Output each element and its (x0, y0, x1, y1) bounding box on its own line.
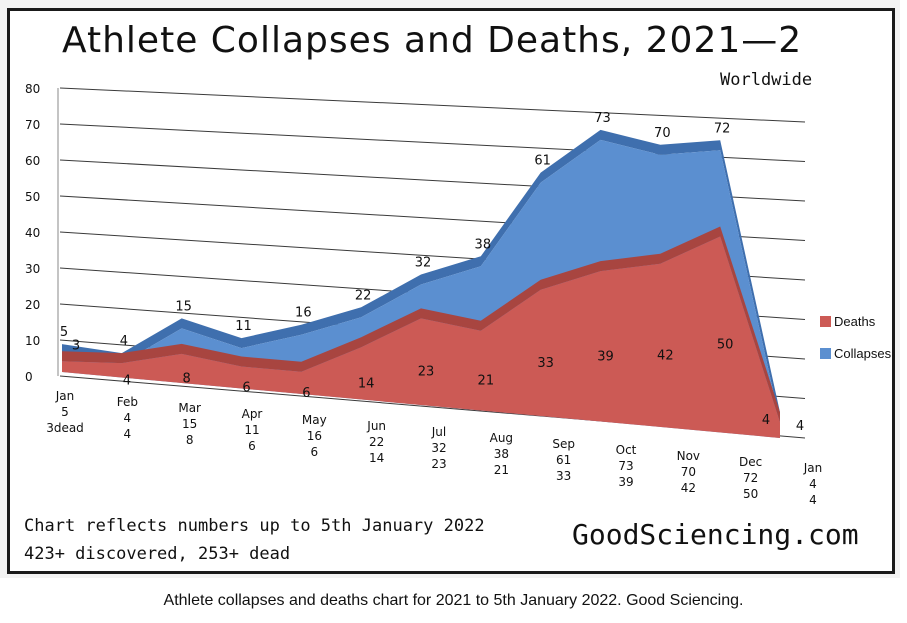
y-tick-label: 60 (25, 154, 40, 168)
collapses-data-label: 16 (295, 306, 312, 321)
legend-item-collapses: Collapses (820, 346, 891, 361)
x-sublabel: 11 (244, 423, 259, 437)
x-sublabel: 6 (311, 445, 319, 459)
x-sublabel: 39 (618, 475, 633, 489)
collapses-data-label: 11 (235, 319, 252, 334)
collapses-data-label: 61 (534, 154, 551, 169)
x-tick-label: Oct (616, 443, 637, 457)
x-sublabel: 32 (431, 441, 446, 455)
collapses-data-label: 5 (60, 325, 68, 340)
deaths-data-label: 33 (537, 356, 554, 371)
collapses-data-label: 4 (120, 334, 128, 349)
chart-subtitle: Worldwide (720, 70, 813, 90)
x-tick-label: Mar (178, 401, 201, 415)
deaths-data-label: 3 (72, 338, 80, 353)
y-tick-label: 0 (25, 370, 33, 384)
gridline (59, 87, 806, 123)
collapses-data-label: 73 (594, 111, 611, 126)
x-sublabel: 61 (556, 453, 571, 467)
x-tick-label: May (302, 413, 327, 427)
x-sublabel: 6 (248, 439, 256, 453)
y-tick-label: 30 (25, 262, 40, 276)
x-sublabel: 15 (182, 417, 197, 431)
x-sublabel: 72 (743, 471, 758, 485)
legend-label-collapses: Collapses (834, 346, 892, 361)
x-tick-label: Nov (677, 449, 700, 463)
x-tick-label: Apr (242, 407, 263, 421)
y-tick-label: 40 (25, 226, 40, 240)
x-tick-label: Jan (55, 389, 75, 403)
x-sublabel: 16 (307, 429, 322, 443)
x-sublabel: 14 (369, 451, 384, 465)
deaths-data-label: 50 (717, 338, 734, 353)
note-line-1: Chart reflects numbers up to 5th January… (24, 516, 485, 536)
image-caption: Athlete collapses and deaths chart for 2… (163, 592, 744, 609)
legend-label-deaths: Deaths (834, 314, 876, 329)
deaths-data-label: 4 (123, 373, 131, 388)
x-tick-label: Jun (366, 419, 386, 433)
note-line-2: 423+ discovered, 253+ dead (24, 544, 291, 564)
x-tick-label: Jan (803, 461, 823, 475)
x-sublabel: 42 (681, 481, 696, 495)
deaths-data-label: 4 (762, 413, 770, 428)
deaths-data-label: 21 (478, 374, 495, 389)
x-sublabel: 4 (124, 427, 132, 441)
collapses-data-label: 72 (714, 121, 731, 136)
x-tick-label: Sep (552, 437, 575, 451)
y-tick-label: 20 (25, 298, 40, 312)
x-sublabel: 22 (369, 435, 384, 449)
x-sublabel: 33 (556, 469, 571, 483)
deaths-data-label: 8 (183, 371, 191, 386)
legend-swatch-collapses (820, 348, 831, 359)
deaths-data-label: 14 (358, 376, 375, 391)
x-sublabel: 38 (494, 447, 509, 461)
x-sublabel: 4 (124, 411, 132, 425)
deaths-data-label: 6 (302, 386, 310, 401)
x-sublabel: 5 (61, 405, 69, 419)
x-sublabel: 4 (809, 477, 817, 491)
deaths-area (62, 236, 780, 438)
collapses-data-label: 4 (796, 419, 804, 434)
y-tick-label: 10 (25, 334, 40, 348)
collapses-data-label: 32 (415, 256, 432, 271)
x-sublabel: 4 (809, 493, 817, 507)
x-tick-label: Aug (490, 431, 513, 445)
x-sublabel: 50 (743, 487, 758, 501)
legend-swatch-deaths (820, 316, 831, 327)
deaths-data-label: 39 (597, 349, 614, 364)
x-sublabel: 21 (494, 463, 509, 477)
collapses-data-label: 38 (475, 237, 492, 252)
collapses-data-label: 70 (654, 126, 671, 141)
chart-title: Athlete Collapses and Deaths, 2021—2 (62, 20, 803, 61)
y-tick-label: 50 (25, 190, 40, 204)
x-sublabel: 23 (431, 457, 446, 471)
x-sublabel: 8 (186, 433, 194, 447)
x-sublabel: 3dead (46, 421, 84, 435)
deaths-data-label: 42 (657, 348, 674, 363)
x-tick-label: Feb (117, 395, 138, 409)
collapses-area-edge (62, 129, 780, 423)
x-tick-label: Jul (431, 425, 446, 439)
deaths-data-label: 6 (242, 380, 250, 395)
legend-item-deaths: Deaths (820, 314, 875, 329)
x-tick-label: Dec (739, 455, 762, 469)
x-sublabel: 70 (681, 465, 696, 479)
brand-text: GoodSciencing.com (572, 518, 859, 551)
y-tick-label: 80 (25, 82, 40, 96)
collapses-data-label: 15 (175, 299, 192, 314)
x-sublabel: 73 (618, 459, 633, 473)
deaths-data-label: 23 (418, 365, 435, 380)
y-tick-label: 70 (25, 118, 40, 132)
collapses-data-label: 22 (355, 288, 372, 303)
